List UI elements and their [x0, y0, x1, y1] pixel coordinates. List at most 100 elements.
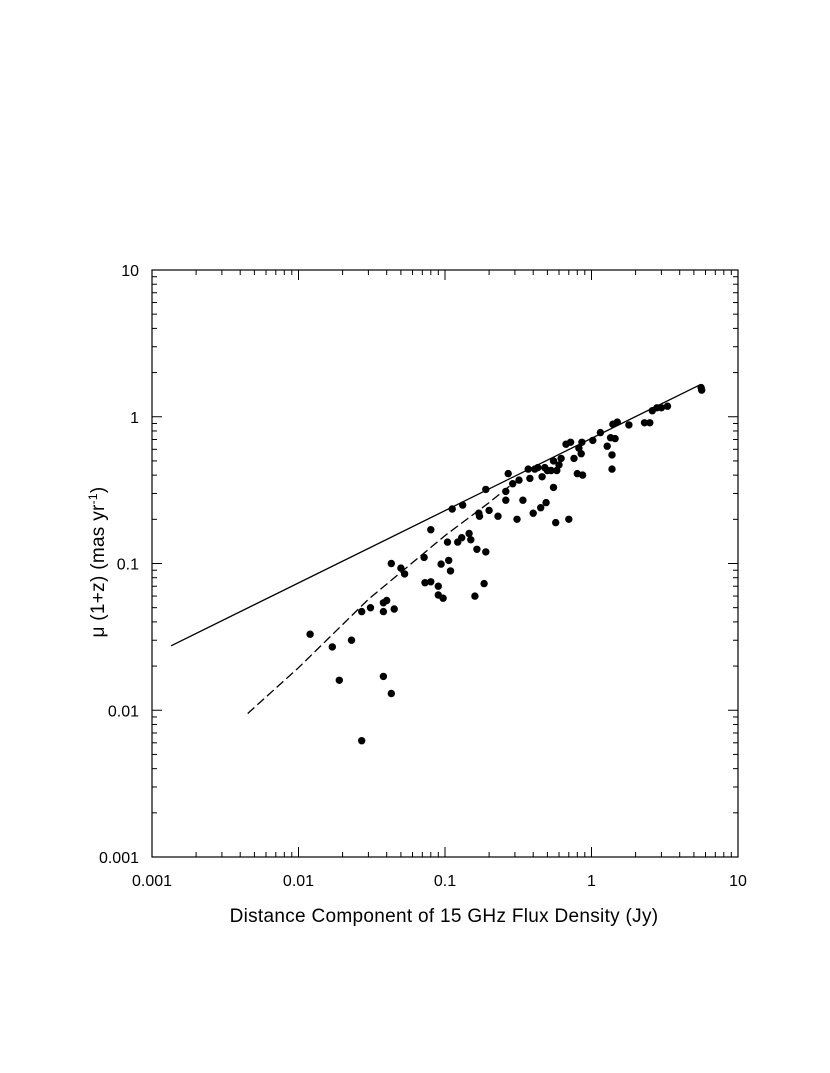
data-point	[578, 471, 587, 479]
data-point	[611, 434, 619, 443]
x-tick-label: 1	[587, 873, 596, 890]
data-point	[565, 515, 573, 523]
data-point	[608, 451, 616, 459]
data-point	[547, 466, 555, 475]
data-point	[502, 487, 510, 496]
data-point	[379, 672, 388, 681]
data-point	[553, 466, 561, 475]
data-point	[698, 386, 706, 394]
data-point	[358, 737, 366, 745]
data-point	[379, 607, 388, 616]
data-point	[552, 518, 560, 527]
data-point	[446, 567, 455, 575]
data-point	[390, 605, 398, 613]
data-point	[434, 582, 442, 590]
data-point	[443, 538, 452, 546]
data-point	[608, 465, 616, 473]
data-point	[526, 474, 534, 483]
x-tick-label: 0.01	[283, 873, 314, 890]
data-point	[358, 607, 366, 616]
data-point	[542, 498, 550, 507]
x-tick-labels: 0.001 0.01 0.1 1 10	[132, 873, 747, 890]
data-point	[663, 402, 672, 410]
data-point	[387, 689, 395, 698]
axis-ticks	[151, 270, 738, 858]
data-point	[485, 506, 493, 515]
data-point	[657, 404, 666, 412]
data-point	[306, 630, 314, 638]
x-tick-label: 10	[729, 873, 747, 890]
data-point	[473, 545, 481, 553]
data-point	[459, 501, 467, 509]
data-point	[439, 594, 447, 602]
data-point	[437, 560, 445, 568]
data-point	[538, 473, 546, 481]
data-point	[519, 496, 527, 504]
data-point	[480, 579, 488, 588]
y-tick-label: 10	[121, 263, 139, 280]
data-point	[475, 512, 484, 520]
y-tick-label: 0.01	[108, 703, 139, 720]
plot-frame	[151, 269, 739, 858]
data-point	[509, 480, 517, 488]
data-point	[589, 436, 597, 445]
data-points	[306, 383, 706, 745]
data-point	[482, 485, 490, 494]
data-point	[504, 469, 512, 478]
fit-lines	[170, 384, 701, 714]
data-point	[646, 419, 654, 427]
data-point	[465, 529, 473, 538]
data-point	[427, 578, 435, 586]
data-point	[420, 553, 428, 562]
data-point	[445, 556, 453, 565]
data-point	[494, 512, 502, 520]
x-tick-label: 0.001	[132, 873, 172, 890]
data-point	[537, 504, 545, 512]
data-point	[524, 465, 532, 473]
y-axis-title-main: μ (1+z) (mas yr	[88, 504, 109, 638]
y-axis-title: μ (1+z) (mas yr-1)	[86, 486, 109, 637]
data-point	[471, 592, 479, 600]
x-axis-title: Distance Component of 15 GHz Flux Densit…	[230, 906, 659, 927]
data-point	[513, 515, 521, 523]
data-point	[482, 548, 490, 556]
data-point	[570, 454, 578, 463]
data-point	[347, 636, 356, 644]
x-tick-label: 0.1	[434, 873, 456, 890]
y-tick-label: 0.1	[117, 557, 139, 574]
data-point	[603, 442, 611, 450]
data-point	[549, 483, 558, 492]
data-point	[387, 559, 395, 568]
data-point	[448, 505, 456, 513]
data-point	[427, 526, 435, 534]
data-point	[335, 676, 343, 684]
data-point	[596, 428, 605, 437]
data-point	[578, 438, 586, 446]
data-point	[529, 509, 537, 517]
data-point	[397, 564, 405, 572]
y-tick-label: 1	[130, 410, 139, 427]
data-point	[328, 643, 336, 651]
data-point	[515, 476, 523, 484]
data-point	[555, 461, 563, 469]
data-point	[366, 604, 375, 612]
data-point	[566, 438, 575, 446]
y-tick-labels: 0.001 0.01 0.1 1 10	[99, 263, 139, 867]
data-point	[458, 534, 466, 542]
data-point	[421, 579, 429, 587]
solid-fit-line	[170, 384, 701, 647]
data-point	[400, 570, 409, 578]
y-tick-label: 0.001	[99, 850, 139, 867]
data-point	[534, 463, 542, 472]
data-point	[383, 596, 391, 605]
data-point	[549, 457, 558, 465]
dashed-fit-line	[247, 481, 516, 714]
data-point	[625, 421, 633, 429]
data-point	[577, 450, 585, 458]
y-axis-title-suffix: )	[88, 486, 109, 493]
y-axis-title-superscript: -1	[86, 493, 100, 504]
data-point	[557, 454, 565, 463]
data-point	[613, 418, 621, 426]
data-point	[640, 419, 649, 427]
